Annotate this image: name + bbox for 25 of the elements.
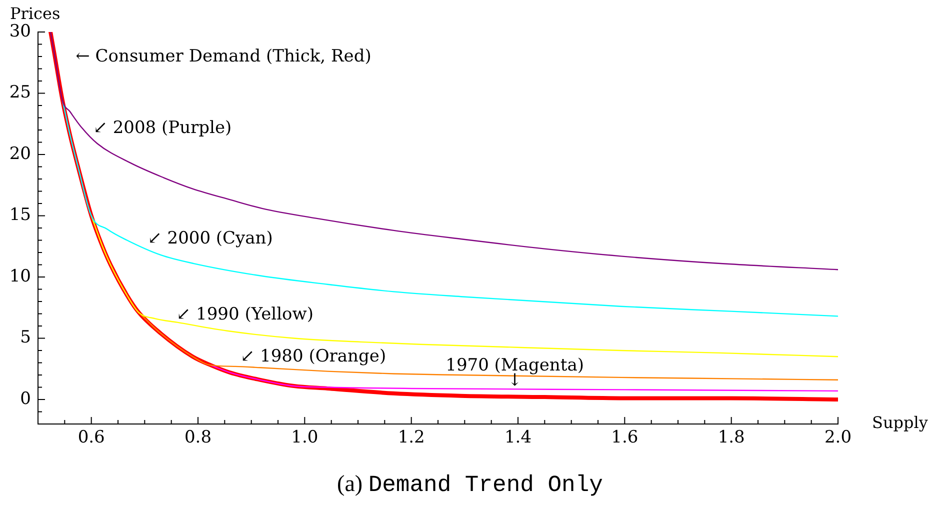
x-tick-label: 2.0 [824, 428, 852, 448]
x-tick-label: 1.0 [291, 428, 318, 448]
x-tick-label: 1.4 [504, 428, 532, 448]
x-tick-label: 0.6 [78, 428, 105, 448]
y-tick-label: 30 [9, 21, 31, 42]
y-tick-label: 0 [20, 388, 31, 409]
y-tick-label: 10 [9, 266, 31, 286]
series-label: 1970 (Magenta) ↓ [446, 355, 584, 390]
x-tick-label: 1.2 [398, 428, 425, 448]
x-axis-title: Supply [872, 413, 928, 432]
text: (a) Demand Trend Only [337, 471, 603, 498]
y-axis-title: Prices [10, 4, 60, 24]
series-label: ↙ 1990 (Yellow) [176, 304, 314, 324]
series-label: ↙ 2000 (Cyan) [148, 228, 273, 248]
line-series [50, 32, 838, 270]
y-tick-label: 20 [9, 144, 31, 164]
series-label: ↙ 1980 (Orange) [240, 346, 386, 366]
x-tick-label: 0.8 [184, 428, 212, 448]
series-label: ↙ 2008 (Purple) [93, 118, 232, 138]
y-tick-label: 25 [9, 82, 31, 103]
y-tick-label: 15 [9, 205, 31, 226]
x-tick-label: 1.6 [611, 428, 638, 448]
x-tick-label: 1.8 [718, 428, 745, 448]
y-tick-label: 5 [20, 328, 31, 348]
series-label: ← Consumer Demand (Thick, Red) [76, 46, 372, 67]
